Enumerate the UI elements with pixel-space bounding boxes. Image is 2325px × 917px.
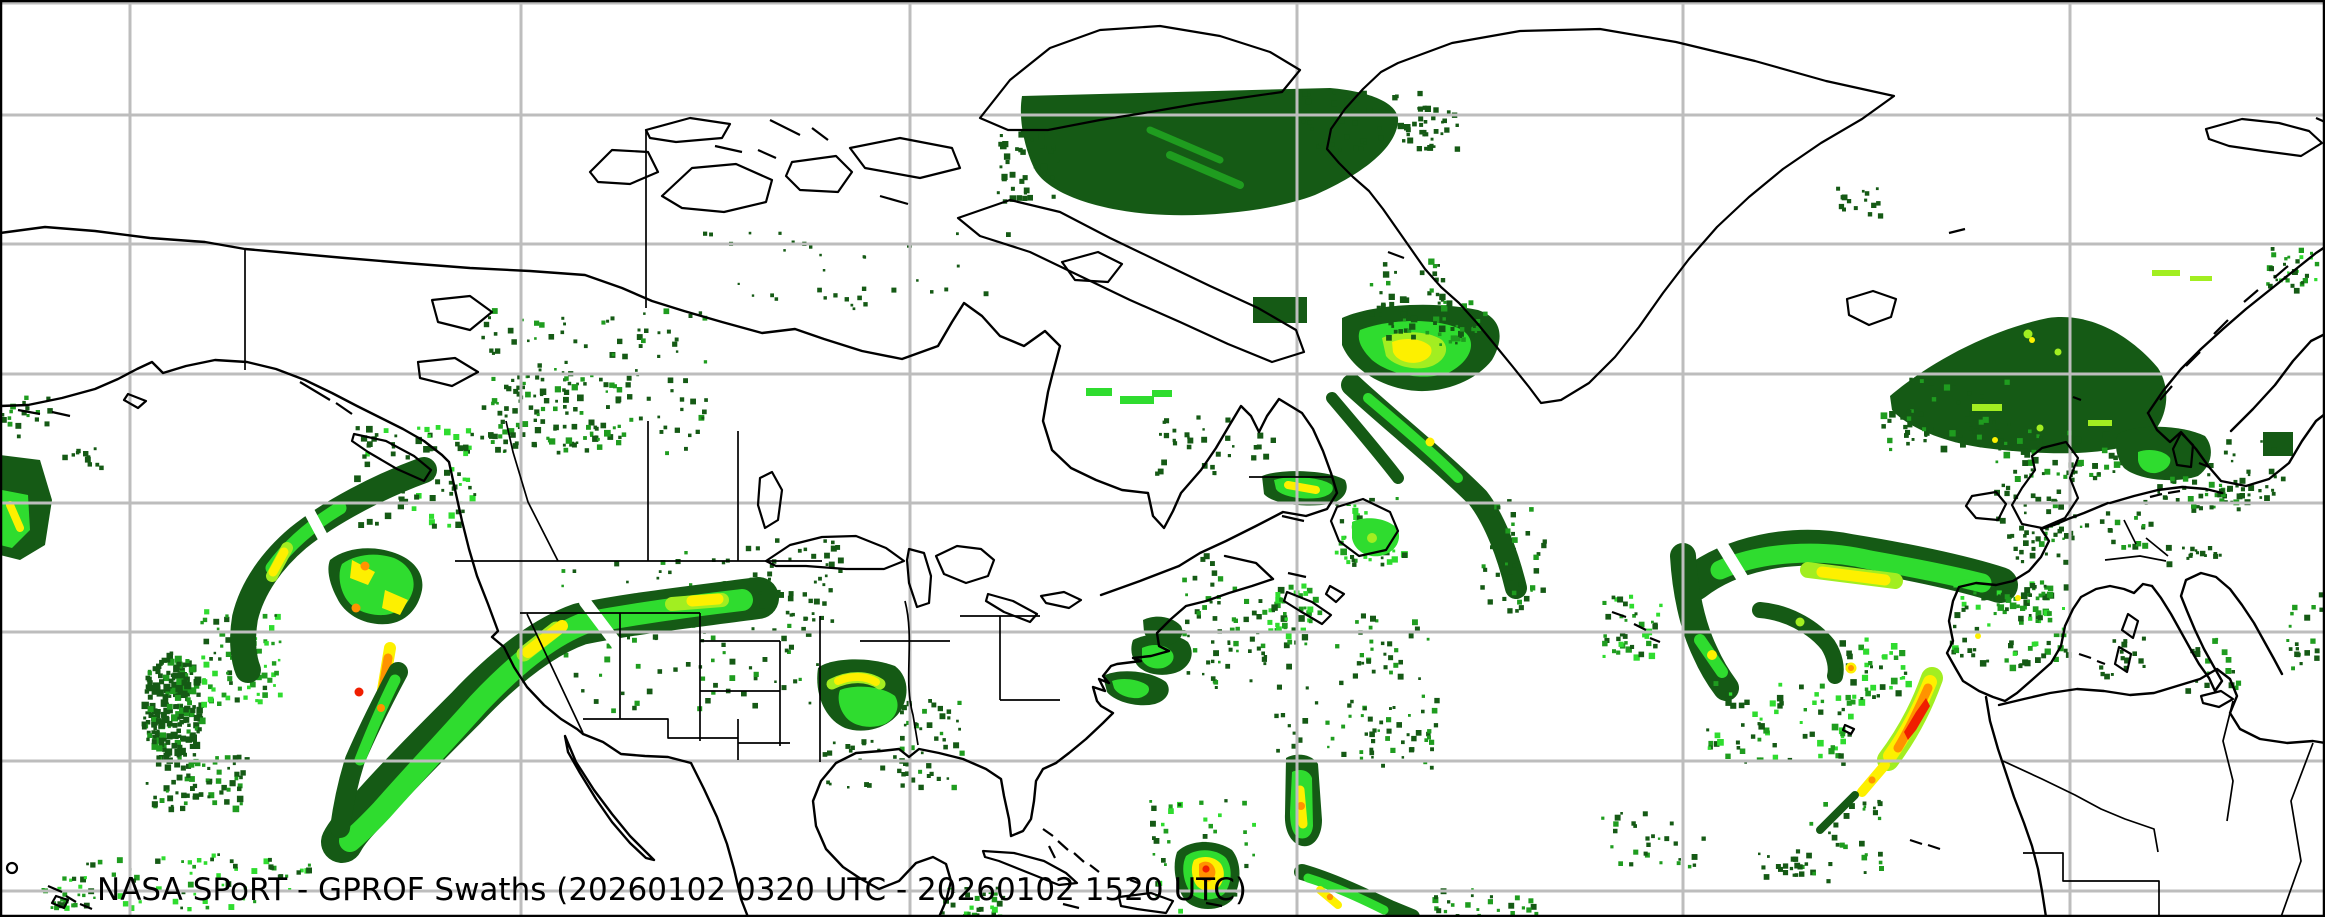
scandinavia-coast: [2146, 245, 2325, 488]
us-central-precip: [752, 538, 965, 791]
us-state-borders: [520, 600, 1060, 762]
baffin-island-precip: [703, 88, 1884, 323]
iceland-coast: [1845, 289, 1898, 327]
great-lakes: [764, 534, 1083, 624]
caribbean-islands: [981, 828, 1223, 915]
italy-coast: [2150, 571, 2284, 693]
pacific-storm-swath: [0, 308, 830, 912]
coastlines: [0, 24, 2325, 917]
map-title: NASA SPoRT - GPROF Swaths (20260102 0320…: [97, 872, 1247, 908]
atlantic-comma-storm: [1670, 529, 2018, 884]
africa-borders: [2002, 700, 2314, 917]
europe-borders: [2104, 519, 2169, 562]
france-iberia-coast: [1945, 501, 2154, 703]
arctic-islands: [588, 24, 1306, 364]
north-africa-coast: [1997, 667, 2325, 745]
hawaii-islands: [5, 861, 93, 911]
davis-strait-swath: [1326, 258, 1547, 614]
greenland-coast: [1325, 27, 1896, 405]
political-borders: [244, 130, 2314, 917]
